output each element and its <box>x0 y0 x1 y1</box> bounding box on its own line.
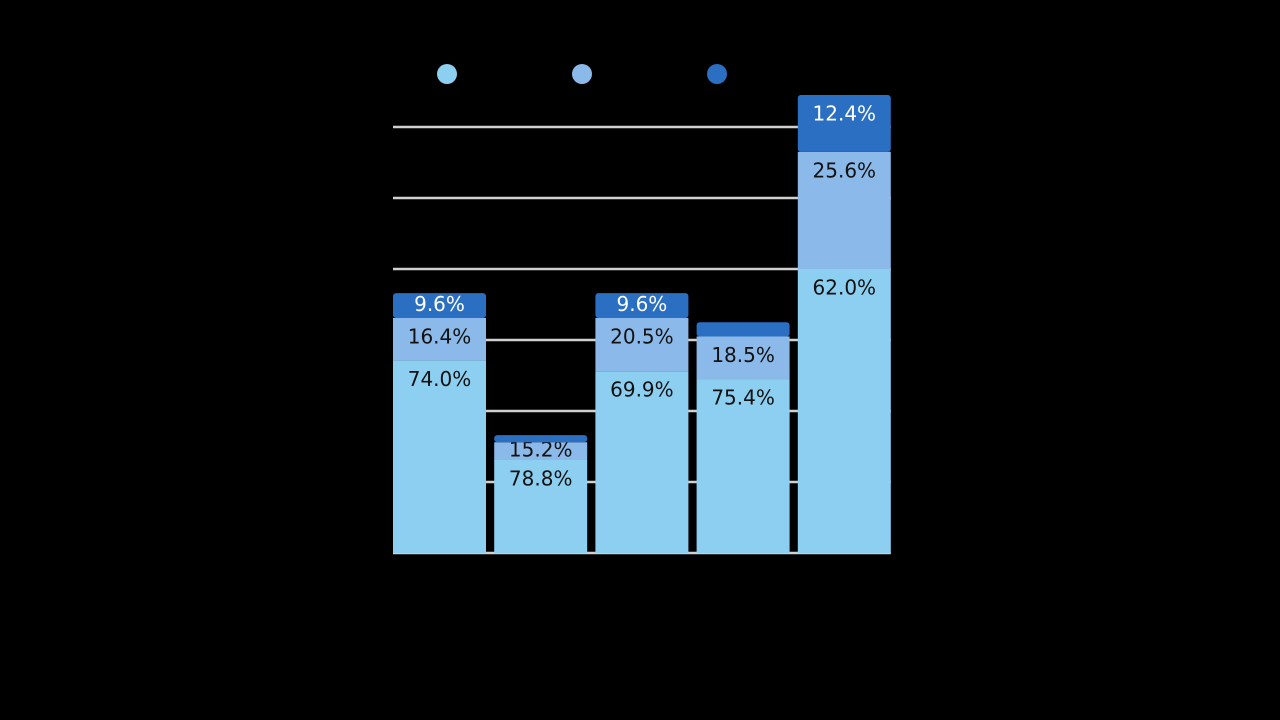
data-label: 78.8% <box>509 466 573 490</box>
data-label: 62.0% <box>813 276 877 300</box>
legend-marker <box>437 64 457 84</box>
bar-segment <box>696 322 790 337</box>
data-label: 75.4% <box>711 386 775 410</box>
data-label: 20.5% <box>610 324 674 348</box>
bar-segment <box>494 435 588 443</box>
legend-marker <box>707 64 727 84</box>
bar-segment <box>595 293 689 318</box>
bar-segment <box>595 317 689 372</box>
bar-segment <box>494 459 588 553</box>
bar-segment <box>696 379 790 553</box>
bar-segment <box>393 360 486 553</box>
bar-segment <box>797 95 891 152</box>
bar-segment <box>696 336 790 380</box>
data-label: 9.6% <box>414 292 465 316</box>
data-label: 9.6% <box>616 292 667 316</box>
bar-segment <box>797 151 891 269</box>
bar-segment <box>797 269 891 553</box>
data-label: 25.6% <box>813 158 877 182</box>
data-label: 69.9% <box>610 378 674 402</box>
data-label: 18.5% <box>711 343 775 367</box>
bar-segment <box>393 293 486 318</box>
data-label: 74.0% <box>408 367 472 391</box>
data-label: 16.4% <box>408 324 472 348</box>
legend-marker <box>572 64 592 84</box>
bar-segment <box>494 442 588 460</box>
data-label: 12.4% <box>813 102 877 126</box>
bar-segment <box>393 317 486 361</box>
bar-segment <box>595 371 689 553</box>
